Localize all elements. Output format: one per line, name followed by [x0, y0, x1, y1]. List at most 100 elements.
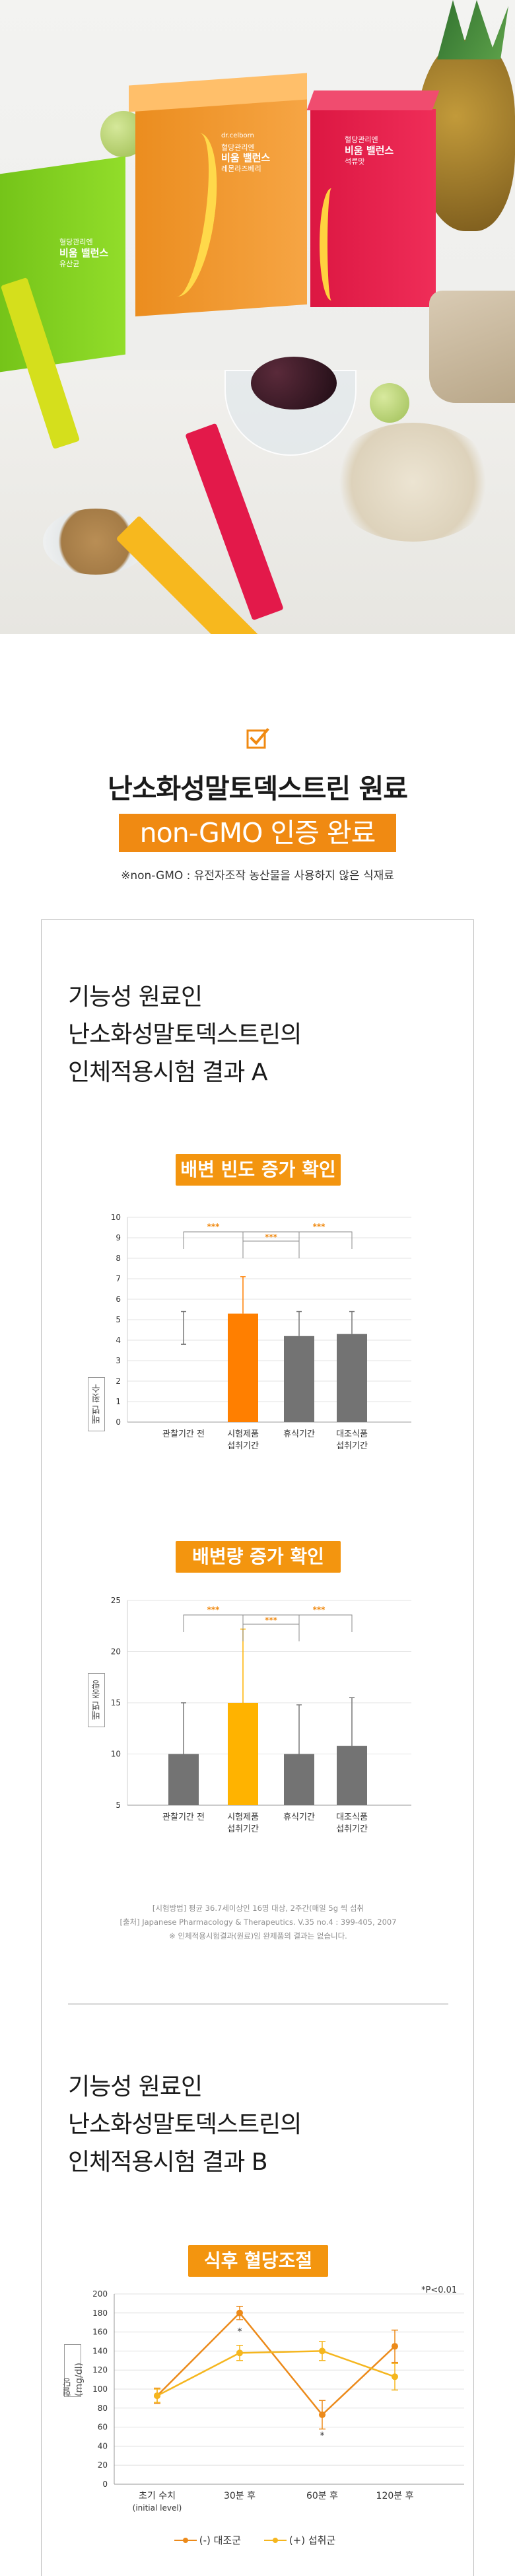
box-green-line2: 비움 밸런스: [59, 246, 109, 259]
chart1-xtick-label: 대조식품: [336, 1429, 368, 1439]
chart1-xtick-label: 관찰기간 전: [162, 1429, 205, 1439]
box-orange-line3: 레몬라즈베리: [221, 164, 261, 173]
chart1-ytick-label: 6: [116, 1295, 121, 1304]
chart2-ytick-label: 15: [111, 1698, 121, 1707]
chart2-title: 배변량 증가 확인: [176, 1541, 341, 1573]
source-line3: ※ 인체적용시험결과(원료)임 완제품의 결과는 없습니다.: [169, 1931, 347, 1941]
box-red-line1: 혈당관리엔: [345, 135, 378, 144]
section-b-title-line1: 기능성 원료인: [68, 2073, 203, 2100]
prunes: [251, 357, 337, 410]
section-divider: [68, 2003, 448, 2005]
chart3-ytick-label: 40: [98, 2441, 108, 2451]
chart2-bracket-b: [242, 1614, 353, 1632]
chart2-bar: [228, 1703, 258, 1805]
chart1-sig-label: ***: [313, 1222, 326, 1231]
chart3-ytick-label: 140: [92, 2346, 108, 2355]
section-a-title: 기능성 원료인 난소화성말토덱스트린의 인체적용시험 결과 A: [68, 978, 302, 1091]
chart1-bracket-a: [183, 1231, 300, 1249]
chart3-xtick-label: 초기 수치: [139, 2491, 176, 2501]
legend-control-marker: [174, 2537, 197, 2543]
section-b-title-line3: 인체적용시험 결과 B: [68, 2149, 268, 2176]
main-title-line1: 난소화성말토덱스트린 원료: [108, 773, 408, 805]
results-card: 기능성 원료인 난소화성말토덱스트린의 인체적용시험 결과 A 배변 빈도 증가…: [41, 919, 474, 2576]
chart3-annotation: *: [320, 2431, 325, 2441]
chart2-ytick-label: 10: [111, 1750, 121, 1759]
chart1-ytick-label: 10: [111, 1213, 121, 1222]
source-notes: [시험방법] 평균 36.7세이상인 16명 대상, 2주간(매일 5g 씩 섭…: [42, 1902, 475, 1943]
chart1-ytick-label: 4: [116, 1336, 121, 1345]
chart1-ytick-label: 3: [116, 1356, 121, 1365]
main-title-line2: non-GMO 인증 완료: [119, 814, 396, 852]
chart1-bar: [337, 1334, 367, 1422]
chart2-bracket-c: [242, 1624, 300, 1641]
product-box-red: 혈당관리엔 비움 밸런스 석류맛: [306, 90, 440, 307]
chart2-sig-label: ***: [207, 1605, 221, 1614]
legend-control: (-) 대조군: [174, 2533, 248, 2547]
chart1-xtick-label: 섭취기간: [336, 1441, 368, 1451]
chart2-sig-label: ***: [265, 1616, 278, 1625]
non-gmo-note: ※non-GMO : 유전자조작 농산물을 사용하지 않은 식재료: [121, 869, 394, 882]
chart2-xtick-label: 관찰기간 전: [162, 1812, 205, 1822]
chart1-title: 배변 빈도 증가 확인: [176, 1154, 341, 1186]
p-value-note: *P<0.01: [421, 2285, 458, 2295]
chart2-xtick-label: 시험제품: [227, 1812, 259, 1822]
chart3-ytick-label: 100: [92, 2384, 108, 2394]
chart3-ytick-label: 80: [98, 2404, 108, 2413]
chart1-bar: [228, 1313, 258, 1422]
product-box-orange: dr.celborn 혈당관리엔 비움 밸런스 레몬라즈베리: [129, 73, 307, 317]
legend-treated-marker: [263, 2537, 287, 2543]
chart3-ytick-label: 20: [98, 2460, 108, 2470]
chart1-ytick-label: 5: [116, 1315, 121, 1324]
chart3-xtick-label: 120분 후: [376, 2491, 414, 2501]
chart3-ytick-label: 60: [98, 2423, 108, 2432]
chart1-ytick-label: 9: [116, 1233, 121, 1242]
chart3-ytick-label: 180: [92, 2308, 108, 2318]
chart3-ytick-label: 200: [92, 2289, 108, 2299]
box-orange-line2: 비움 밸런스: [221, 152, 271, 164]
chart1-xtick-label: 시험제품: [227, 1429, 259, 1439]
section-b-title-line2: 난소화성말토덱스트린의: [68, 2111, 302, 2138]
chart2-bracket-a: [183, 1614, 300, 1632]
legend-treated-label: (+) 섭취군: [289, 2534, 336, 2546]
chart1-ytick-label: 2: [116, 1377, 121, 1386]
chart1-bracket-b: [242, 1231, 353, 1249]
chart3-legend: (-) 대조군 (+) 섭취군: [42, 2533, 475, 2548]
box-red-swoosh: [320, 188, 343, 301]
chart3-series-line: [156, 2350, 395, 2397]
chart2-ytick-label: 25: [111, 1596, 121, 1605]
checkbox-icon: [246, 728, 269, 749]
chart3-point: [392, 2373, 398, 2380]
box-orange-brand: dr.celborn: [221, 132, 254, 139]
chart2-ytick-label: 5: [116, 1801, 121, 1810]
chart3-xtick-label: 30분 후: [224, 2491, 256, 2501]
chart1-bar: [284, 1336, 314, 1422]
chart3-ytick-label: 0: [102, 2480, 108, 2489]
pineapple-leaves: [437, 0, 508, 59]
chart3-series-line: [156, 2311, 395, 2416]
chart1-sig-label: ***: [207, 1222, 221, 1231]
chart2-sig-label: ***: [313, 1605, 326, 1614]
box-green-line3: 유산균: [59, 259, 80, 268]
chart2-xtick-label: 대조식품: [336, 1812, 368, 1822]
box-red-line2: 비움 밸런스: [345, 144, 394, 157]
chart3-point: [392, 2343, 398, 2350]
source-line1: [시험방법] 평균 36.7세이상인 16명 대상, 2주간(매일 5g 씩 섭…: [152, 1904, 364, 1913]
chart2-ytick-label: 20: [111, 1647, 121, 1657]
chart2-bar: [284, 1754, 314, 1805]
chart2-bar: [168, 1754, 199, 1805]
chart2-xtick-label: 섭취기간: [227, 1824, 259, 1834]
chart3-line-chart: 0 20 40 60 80 100 120 140 160 180 200 초기 수치 (initial…: [92, 2289, 464, 2513]
chart1-ytick-label: 7: [116, 1274, 121, 1283]
chart2-xtick-label: 휴식기간: [283, 1812, 315, 1822]
box-orange-line1: 혈당관리엔: [221, 143, 255, 152]
box-green-line1: 혈당관리엔: [59, 238, 93, 246]
section-a-title-line1: 기능성 원료인: [68, 984, 203, 1011]
linen-sack: [429, 291, 515, 403]
chart3-point: [319, 2411, 326, 2418]
chart3-ytick-label: 120: [92, 2365, 108, 2375]
product-box-green: 혈당관리엔 비움 밸런스 유산균: [0, 156, 125, 373]
chart1-sig-label: ***: [265, 1233, 278, 1242]
chart3-xtick-label: (initial level): [133, 2503, 182, 2513]
